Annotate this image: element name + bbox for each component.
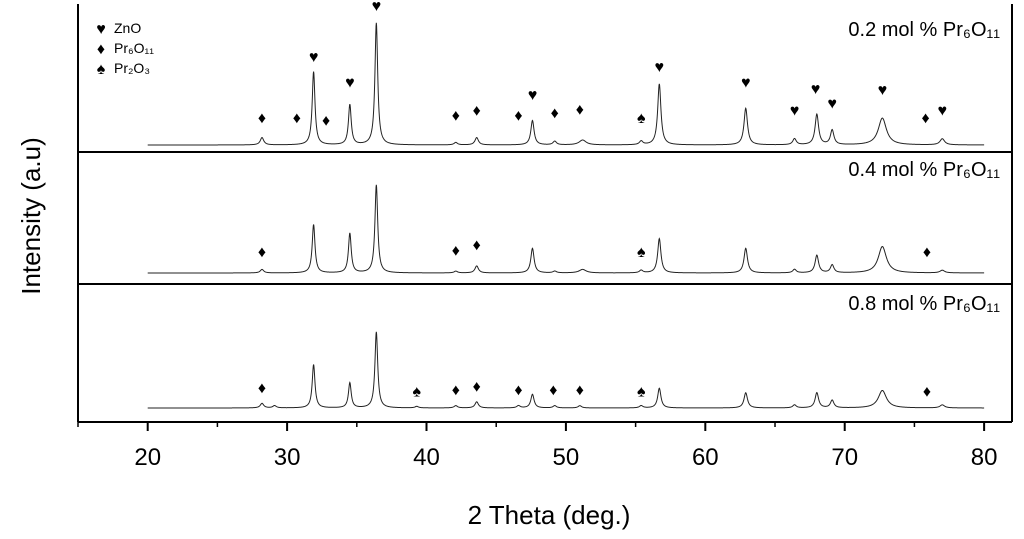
legend: ♥ ZnO ♦ Pr₆O₁₁ ♠ Pr₂O₃ — [96, 20, 154, 78]
x-tick-label: 50 — [553, 444, 580, 471]
zno-marker: ♥ — [811, 81, 821, 98]
x-tick-label: 20 — [134, 444, 161, 471]
pr6o11-marker: ♦ — [921, 110, 929, 127]
pr6o11-marker: ♦ — [258, 380, 266, 397]
pr6o11-marker: ♦ — [473, 378, 481, 395]
xrd-pattern-line — [147, 331, 985, 409]
legend-entry-label: ZnO — [114, 20, 141, 36]
zno-marker: ♥ — [528, 87, 538, 104]
pr6o11-marker: ♦ — [549, 382, 557, 399]
panels: ♦ ♦♥♦♥♥♦ ♦ ♦♥♦ ♦ ♠♥♥♥♥♥♥♦ ♥0.2 mol % Pr₆O₁₁♦ ♦ ♦… — [147, 0, 1000, 409]
x-tick-label: 60 — [692, 444, 719, 471]
panel-label: 0.4 mol % Pr₆O₁₁ — [848, 159, 1000, 181]
panel-2: ♦ ♦ ♦ ♠ ♦ 0.4 mol % Pr₆O₁₁ — [147, 159, 1000, 274]
pr6o11-marker: ♦ — [452, 108, 460, 125]
pr6o11-marker: ♦ — [258, 244, 266, 261]
legend-symbol: ♦ — [97, 41, 105, 58]
pr6o11-marker: ♦ — [576, 382, 584, 399]
x-tick-label: 70 — [831, 444, 858, 471]
pr6o11-marker: ♦ — [551, 105, 559, 122]
pr2o3-marker: ♠ — [412, 384, 421, 401]
zno-marker: ♥ — [827, 95, 837, 112]
x-tick-label: 40 — [413, 444, 440, 471]
y-axis-title: Intensity (a.u) — [16, 137, 46, 295]
plot-frame — [77, 4, 1013, 423]
zno-marker: ♥ — [655, 59, 665, 76]
panel-3: ♦ ♠ ♦ ♦ ♦ ♦ ♦ ♠ ♦ 0.8 mol % Pr₆O₁₁ — [147, 293, 1000, 409]
pr6o11-marker: ♦ — [576, 102, 584, 119]
pr6o11-marker: ♦ — [473, 103, 481, 120]
pr2o3-marker: ♠ — [637, 384, 646, 401]
panel-label: 0.2 mol % Pr₆O₁₁ — [848, 19, 1000, 41]
zno-marker: ♥ — [790, 103, 800, 120]
zno-marker: ♥ — [309, 49, 319, 66]
pr2o3-marker: ♠ — [637, 244, 646, 261]
x-axis-title: 2 Theta (deg.) — [468, 500, 631, 530]
zno-marker: ♥ — [938, 103, 948, 120]
pr6o11-marker: ♦ — [473, 237, 481, 254]
xrd-pattern-line — [147, 184, 985, 274]
pr2o3-marker: ♠ — [637, 110, 646, 127]
pr6o11-marker: ♦ — [258, 110, 266, 127]
legend-symbol: ♠ — [97, 61, 106, 78]
pr6o11-marker: ♦ — [923, 244, 931, 261]
pr6o11-marker: ♦ — [322, 113, 330, 130]
x-axis: 20 30 40 50 60 70 80 — [77, 422, 998, 471]
panel-label: 0.8 mol % Pr₆O₁₁ — [848, 293, 1000, 315]
legend-entry-label: Pr₆O₁₁ — [114, 40, 154, 56]
zno-marker: ♥ — [345, 75, 355, 92]
pr6o11-marker: ♦ — [923, 384, 931, 401]
pr6o11-marker: ♦ — [452, 382, 460, 399]
legend-entry-label: Pr₂O₃ — [114, 60, 150, 76]
zno-marker: ♥ — [372, 0, 382, 15]
x-tick-label: 80 — [971, 444, 998, 471]
legend-symbol: ♥ — [96, 21, 106, 38]
panel-1: ♦ ♦ ♥ ♦ ♥ ♥ ♦ ♦ ♦ ♥ ♦ ♦ ♠ ♥ ♥ ♥ ♥ ♥ ♥ ♦ ♥ 0.2 mol % Pr₆O₁₁ — [147, 0, 1000, 146]
pr6o11-marker: ♦ — [452, 242, 460, 259]
pr6o11-marker: ♦ — [293, 110, 301, 127]
zno-marker: ♥ — [878, 82, 888, 99]
x-tick-label: 30 — [274, 444, 301, 471]
pr6o11-marker: ♦ — [514, 382, 522, 399]
pr6o11-marker: ♦ — [514, 108, 522, 125]
xrd-pattern-line — [147, 22, 985, 146]
zno-marker: ♥ — [741, 75, 751, 92]
